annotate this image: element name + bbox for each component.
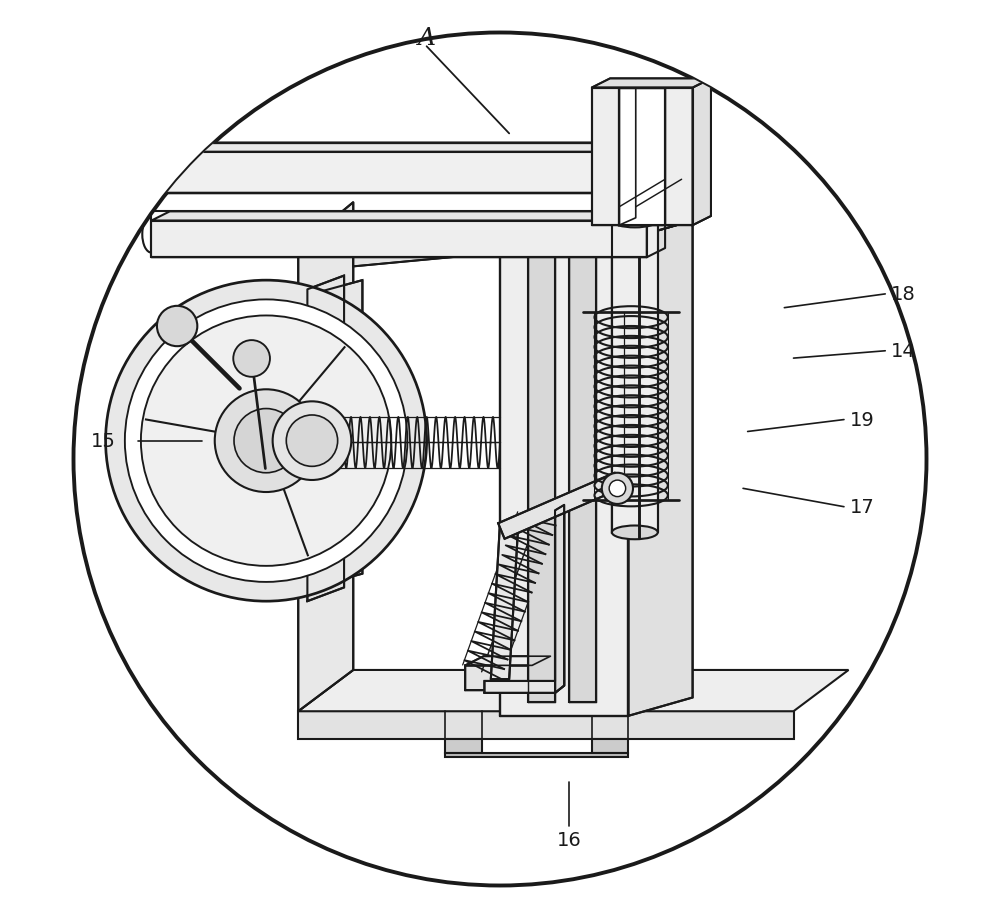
Circle shape xyxy=(215,390,317,493)
Polygon shape xyxy=(151,153,647,194)
Polygon shape xyxy=(592,217,711,226)
Polygon shape xyxy=(298,203,353,711)
Text: 16: 16 xyxy=(556,830,581,849)
Circle shape xyxy=(125,301,407,583)
Circle shape xyxy=(73,33,927,886)
Ellipse shape xyxy=(612,526,658,539)
Polygon shape xyxy=(307,277,344,602)
Polygon shape xyxy=(612,221,658,533)
Text: A: A xyxy=(418,27,436,50)
Circle shape xyxy=(286,415,338,467)
Circle shape xyxy=(106,281,427,602)
Polygon shape xyxy=(592,739,628,753)
Polygon shape xyxy=(592,88,619,226)
Circle shape xyxy=(233,341,270,378)
Polygon shape xyxy=(465,656,550,690)
Polygon shape xyxy=(628,221,693,716)
Circle shape xyxy=(157,307,197,346)
Polygon shape xyxy=(500,240,628,716)
Polygon shape xyxy=(555,505,564,693)
Text: 18: 18 xyxy=(891,285,916,304)
Circle shape xyxy=(602,473,633,505)
Text: 19: 19 xyxy=(850,411,875,429)
Text: 17: 17 xyxy=(850,498,875,516)
Polygon shape xyxy=(151,212,665,221)
Polygon shape xyxy=(612,214,635,533)
Polygon shape xyxy=(484,505,564,693)
Polygon shape xyxy=(465,656,550,665)
Polygon shape xyxy=(353,240,500,267)
Circle shape xyxy=(141,316,391,566)
Polygon shape xyxy=(693,79,711,226)
Polygon shape xyxy=(491,524,518,679)
Polygon shape xyxy=(498,473,621,539)
Polygon shape xyxy=(592,79,711,88)
Circle shape xyxy=(273,402,351,481)
Polygon shape xyxy=(151,143,665,153)
Polygon shape xyxy=(665,88,693,226)
Polygon shape xyxy=(312,281,362,588)
Text: 15: 15 xyxy=(91,432,116,450)
Polygon shape xyxy=(445,753,628,757)
Circle shape xyxy=(609,481,626,497)
Polygon shape xyxy=(298,711,794,739)
Polygon shape xyxy=(445,739,482,753)
Polygon shape xyxy=(528,254,555,702)
Polygon shape xyxy=(298,670,849,711)
Polygon shape xyxy=(151,221,647,258)
Polygon shape xyxy=(569,254,596,702)
Text: 14: 14 xyxy=(891,342,916,361)
Ellipse shape xyxy=(612,214,658,228)
Polygon shape xyxy=(619,81,636,226)
Polygon shape xyxy=(500,221,693,240)
Circle shape xyxy=(234,409,298,473)
Polygon shape xyxy=(619,88,665,226)
